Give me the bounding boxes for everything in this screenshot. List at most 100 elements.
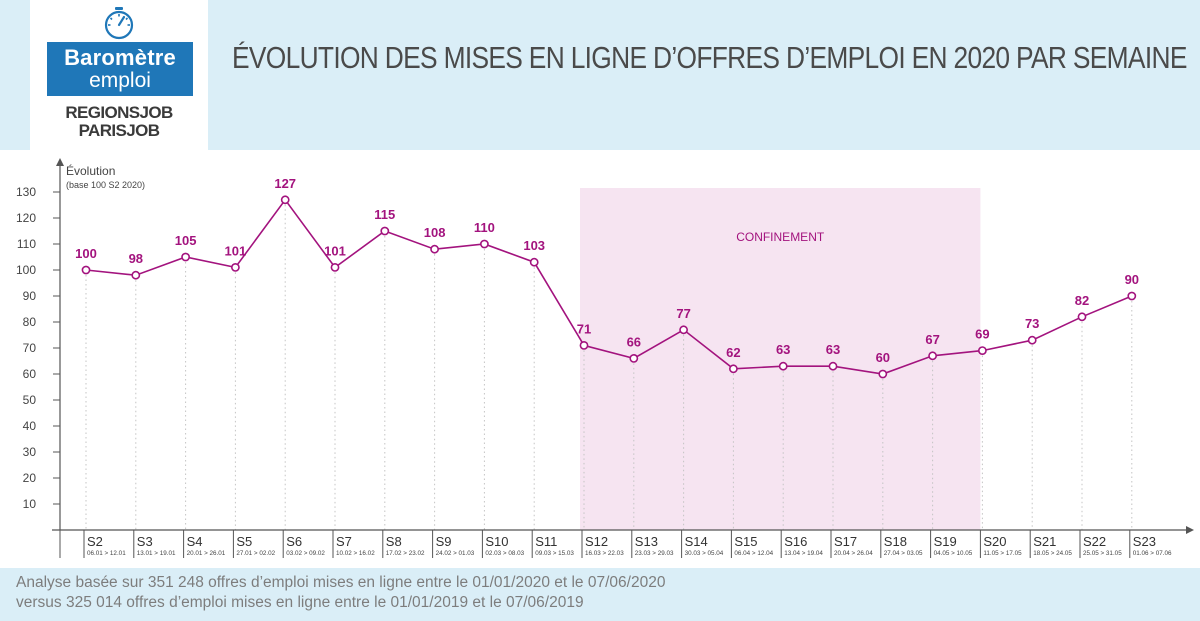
logo-brand-parisjob: PARISJOB — [78, 121, 160, 140]
data-point — [479, 239, 489, 249]
logo-brand-regionsjob: REGIONSJOB — [65, 103, 173, 122]
data-label: 66 — [627, 334, 641, 349]
data-label: 90 — [1125, 272, 1139, 287]
barometer-gauge-icon — [104, 7, 134, 40]
data-label: 108 — [424, 225, 446, 240]
y-tick-label: 100 — [16, 263, 36, 277]
x-date-range-label: 10.02 > 16.02 — [336, 550, 375, 557]
line-chart: CONFINEMENT 1020304050607080901001101201… — [16, 158, 1194, 558]
data-point — [181, 252, 190, 262]
footer-line-2: versus 325 014 offres d’emploi mises en … — [16, 594, 584, 611]
x-date-range-label: 04.05 > 10.05 — [934, 550, 973, 557]
y-tick-label: 130 — [16, 185, 36, 199]
x-date-range-label: 11.05 > 17.05 — [983, 550, 1022, 557]
data-label: 63 — [776, 342, 790, 357]
data-label: 110 — [474, 220, 495, 235]
x-date-range-label: 03.02 > 09.02 — [286, 550, 325, 557]
data-label: 62 — [726, 345, 740, 360]
grid-lines — [85, 204, 1133, 530]
data-point — [131, 270, 141, 280]
x-date-range-label: 16.03 > 22.03 — [585, 550, 624, 557]
x-date-range-label: 25.05 > 31.05 — [1083, 550, 1122, 557]
x-tick-label: S23 — [1133, 534, 1156, 549]
chart-title: ÉVOLUTION DES MISES EN LIGNE D’OFFRES D’… — [232, 40, 1187, 75]
y-tick-label: 80 — [23, 315, 37, 329]
x-tick-label: S18 — [884, 534, 907, 549]
x-tick-label: S21 — [1033, 534, 1056, 549]
x-date-range-label: 02.03 > 08.03 — [485, 550, 524, 557]
data-label: 100 — [75, 246, 97, 261]
x-tick-label: S10 — [485, 534, 508, 549]
y-tick-label: 90 — [23, 289, 37, 303]
x-tick-label: S13 — [635, 534, 658, 549]
y-tick-label: 60 — [23, 367, 37, 381]
data-point — [430, 244, 439, 254]
data-label: 82 — [1075, 293, 1089, 308]
x-date-range-label: 13.04 > 19.04 — [784, 550, 823, 557]
x-date-range-label: 01.06 > 07.06 — [1133, 550, 1172, 557]
x-tick-label: S17 — [834, 534, 857, 549]
data-label: 105 — [175, 233, 197, 248]
y-tick-label: 40 — [23, 419, 37, 433]
data-label: 67 — [925, 332, 939, 347]
data-point — [978, 346, 987, 355]
y-axis-sublabel: (base 100 S2 2020) — [66, 180, 145, 190]
data-point — [81, 265, 91, 275]
x-date-range-label: 30.03 > 05.04 — [685, 550, 724, 557]
data-point — [729, 364, 738, 374]
x-date-range-label: 18.05 > 24.05 — [1033, 550, 1072, 557]
data-label: 101 — [324, 243, 346, 258]
x-tick-label: S15 — [734, 534, 757, 549]
x-date-range-label: 06.01 > 12.01 — [87, 550, 126, 557]
x-tick-label: S8 — [386, 534, 402, 549]
y-tick-label: 30 — [23, 445, 37, 459]
data-label: 71 — [577, 321, 591, 336]
data-point — [230, 263, 240, 272]
data-point — [579, 340, 589, 350]
confinement-band — [580, 188, 981, 530]
data-point — [878, 369, 888, 379]
x-tick-label: S4 — [187, 534, 203, 549]
x-date-range-label: 06.04 > 12.04 — [734, 550, 773, 557]
y-tick-label: 110 — [17, 237, 36, 251]
data-label: 101 — [225, 243, 247, 258]
x-date-range-label: 24.02 > 01.03 — [436, 550, 475, 557]
x-tick-label: S12 — [585, 534, 608, 549]
logo-line-2: emploi — [89, 69, 151, 92]
y-tick-label: 50 — [23, 393, 37, 407]
y-tick-label: 70 — [23, 341, 37, 355]
y-tick-label: 10 — [23, 497, 37, 511]
x-date-range-label: 23.03 > 29.03 — [635, 550, 674, 557]
x-date-range-label: 09.03 > 15.03 — [535, 550, 574, 557]
data-point — [1127, 291, 1137, 301]
data-label: 103 — [523, 238, 545, 253]
x-date-range-label: 13.01 > 19.01 — [137, 550, 176, 557]
data-point — [778, 361, 788, 371]
x-tick-label: S14 — [685, 534, 708, 549]
y-axis-arrow — [56, 158, 64, 166]
data-label: 60 — [876, 350, 890, 365]
x-tick-label: S2 — [87, 534, 103, 549]
data-point — [629, 353, 639, 363]
x-date-range-label: 17.02 > 23.02 — [386, 550, 425, 557]
footer-line-1: Analyse basée sur 351 248 offres d’emplo… — [16, 574, 666, 591]
x-axis-arrow — [1186, 526, 1194, 534]
x-date-range-label: 27.01 > 02.02 — [236, 550, 275, 557]
x-date-range-label: 20.01 > 26.01 — [187, 550, 226, 557]
data-label: 69 — [975, 327, 989, 342]
data-point — [828, 361, 838, 371]
data-label: 115 — [374, 207, 395, 222]
x-tick-label: S19 — [934, 534, 957, 549]
x-tick-label: S6 — [286, 534, 302, 549]
data-label: 127 — [274, 176, 296, 191]
series-line — [85, 198, 1133, 375]
confinement-label: CONFINEMENT — [736, 230, 825, 244]
x-tick-label: S9 — [436, 534, 452, 549]
data-point — [679, 325, 688, 335]
data-point — [280, 195, 290, 205]
x-date-range-label: 20.04 > 26.04 — [834, 550, 873, 557]
data-point — [1077, 312, 1087, 322]
data-label: 77 — [676, 306, 690, 321]
x-date-range-label: 27.04 > 03.05 — [884, 550, 923, 557]
